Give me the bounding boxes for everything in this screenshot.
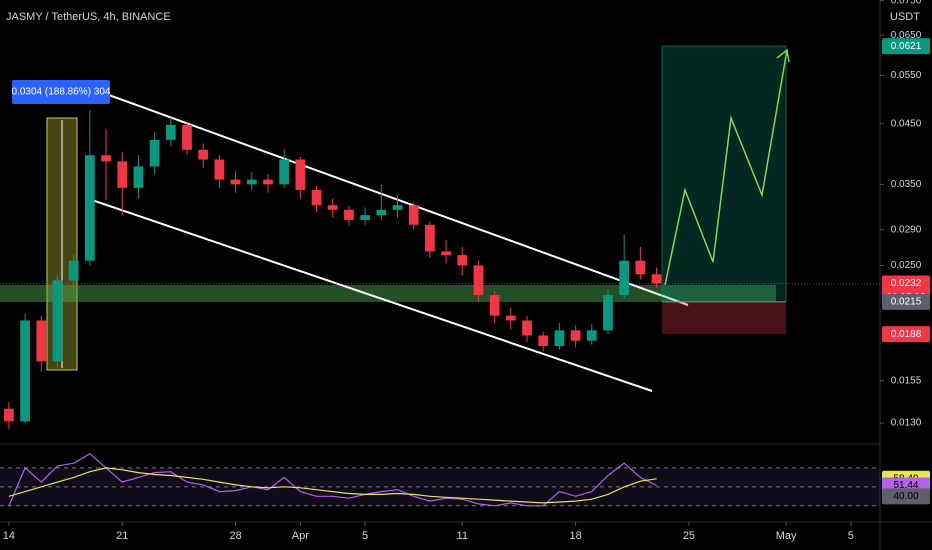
y-tick-label: 0.0130 (891, 418, 922, 429)
candle-body (425, 224, 435, 252)
price-label: 0.0215 (891, 296, 922, 307)
rsi-line (8, 452, 657, 507)
x-tick-label: 21 (116, 530, 128, 542)
candle-body (165, 124, 176, 140)
candle-body (376, 209, 387, 216)
rsi-label: 51.44 (893, 480, 918, 491)
candle-body (457, 255, 468, 266)
arrow-head (776, 48, 790, 63)
measure-label: 0.0304 (188.86%) 304 (12, 87, 111, 98)
candle-body (85, 155, 95, 261)
candle-body (52, 280, 63, 362)
candle-body (635, 260, 646, 275)
candle-body (360, 215, 370, 220)
candle-body (311, 189, 322, 206)
y-tick-label: 0.0155 (891, 375, 922, 386)
candle-body (214, 159, 225, 180)
candle-body (295, 159, 306, 190)
candle-body (20, 320, 30, 422)
candle-body (263, 179, 273, 185)
x-tick-label: May (776, 530, 797, 542)
x-tick-label: 5 (362, 530, 368, 542)
support-zone (0, 285, 776, 302)
candle-body (619, 260, 630, 296)
candle-body (327, 205, 338, 210)
x-tick-label: Apr (292, 530, 309, 542)
price-label-box (882, 326, 930, 343)
candle-body (603, 295, 613, 331)
candle-body (36, 320, 47, 362)
y-tick-label: 0.0750 (891, 0, 922, 6)
price-label-box (882, 293, 930, 310)
candle-body (651, 274, 662, 284)
candle-body (246, 179, 257, 185)
candle-body (4, 408, 14, 422)
rsi-line (8, 467, 657, 504)
candle-body (133, 166, 144, 188)
candle-body (279, 159, 290, 185)
currency: USDT (890, 11, 920, 23)
rsi-label: 40.00 (893, 491, 918, 502)
y-tick-label: 0.0450 (891, 118, 922, 129)
price-label: 0.0232 (891, 278, 922, 289)
candle-body (230, 179, 241, 185)
candle-body (586, 330, 597, 341)
candle-body (149, 139, 160, 167)
candle-body (522, 320, 532, 336)
price-label: 0.0621 (891, 41, 922, 52)
x-tick-label: 14 (3, 530, 15, 542)
candle-body (68, 260, 79, 281)
x-tick-label: 11 (457, 530, 468, 542)
candle-body (344, 209, 354, 220)
x-tick-label: 18 (569, 530, 581, 542)
x-tick-label: 25 (683, 530, 695, 542)
price-label-box (882, 38, 930, 55)
y-tick-label: 0.0550 (891, 70, 922, 81)
candle-body (473, 265, 484, 296)
candle-body (408, 205, 419, 225)
measure-label-box (12, 80, 110, 104)
candle-body (101, 155, 111, 162)
candle-body (554, 330, 565, 346)
candle-body (489, 295, 500, 316)
rsi-label-box (882, 488, 930, 505)
plot (4, 110, 662, 429)
candle-body (441, 251, 451, 256)
x-tick-label: 28 (229, 530, 241, 542)
candle-body (570, 330, 581, 341)
candle-body (538, 335, 549, 346)
y-tick-label: 0.0650 (891, 30, 922, 41)
chart-title: JASMY / TetherUS, 4h, BINANCE (6, 11, 171, 23)
candle-body (198, 149, 209, 160)
y-tick-label: 0.0290 (891, 224, 922, 235)
trend-line (94, 89, 689, 306)
projection-arrow (664, 49, 788, 286)
stop-zone (662, 301, 786, 335)
candle-body (392, 205, 403, 210)
candle-body (182, 124, 192, 150)
candle-body (505, 315, 516, 321)
y-tick-label: 0.0250 (891, 260, 922, 271)
trend-line (85, 197, 653, 392)
price-label: 0.0188 (891, 329, 922, 340)
y-tick-label: 0.0350 (891, 179, 922, 190)
x-tick-label: 5 (848, 530, 854, 542)
candle-body (117, 161, 128, 188)
